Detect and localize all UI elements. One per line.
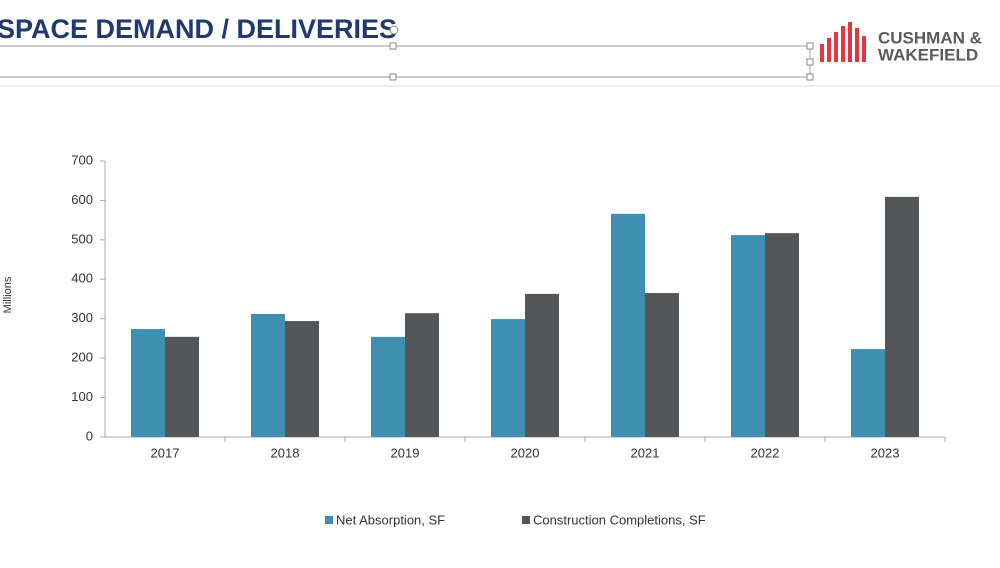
x-tick-label: 2020 <box>511 445 540 460</box>
bar <box>491 319 525 437</box>
bar <box>405 313 439 437</box>
selection-frame <box>0 25 1000 87</box>
bar <box>731 235 765 437</box>
logo-text: WAKEFIELD <box>878 45 978 64</box>
x-tick-label: 2017 <box>151 445 180 460</box>
x-tick-label: 2021 <box>631 445 660 460</box>
bar <box>765 233 799 437</box>
logo-icon <box>820 22 866 62</box>
y-tick-label: 0 <box>86 428 93 443</box>
chart: 0 100 200 300 400 500 600 700 2017 2018 2019 2020 20… <box>71 152 946 527</box>
legend-swatch <box>325 516 333 524</box>
bar <box>131 328 165 437</box>
y-tick-label: 500 <box>71 231 93 246</box>
bar <box>165 336 199 437</box>
y-tick-label: 300 <box>71 310 93 325</box>
x-tick-label: 2022 <box>751 445 780 460</box>
y-tick-label: 700 <box>71 152 93 167</box>
slide-title[interactable]: SPACE DEMAND / DELIVERIES <box>0 14 397 44</box>
legend-label: Net Absorption, SF <box>336 512 445 527</box>
logo-text: CUSHMAN & <box>878 28 982 47</box>
bar <box>885 196 919 437</box>
y-tick-label: 400 <box>71 271 93 286</box>
y-tick-label: 200 <box>71 350 93 365</box>
legend-label: Construction Completions, SF <box>533 512 706 527</box>
bar <box>851 349 885 437</box>
y-tick-label: 100 <box>71 389 93 404</box>
bar <box>251 313 285 437</box>
bar <box>645 293 679 437</box>
y-axis-label: Millions <box>2 276 14 313</box>
bar <box>611 213 645 437</box>
bar <box>285 321 319 437</box>
bar <box>371 336 405 437</box>
x-tick-label: 2018 <box>271 445 300 460</box>
legend-swatch <box>522 516 530 524</box>
y-tick-label: 600 <box>71 192 93 207</box>
bar <box>525 293 559 437</box>
x-tick-label: 2023 <box>871 445 900 460</box>
x-tick-label: 2019 <box>391 445 420 460</box>
